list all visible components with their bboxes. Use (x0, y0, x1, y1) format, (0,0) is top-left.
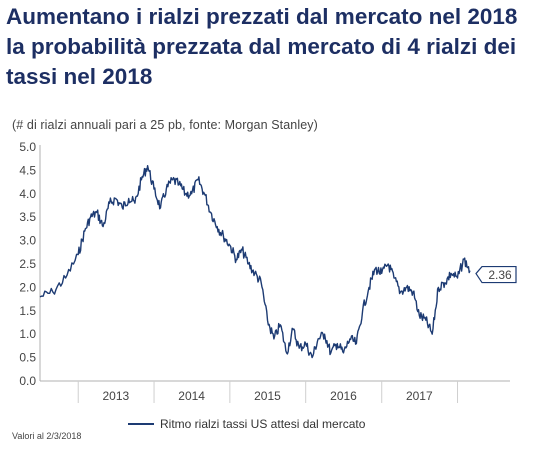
y-tick-label: 1.0 (19, 327, 36, 341)
last-value-callout (475, 265, 517, 284)
y-tick-label: 2.5 (19, 257, 36, 271)
x-tick-label: 2016 (330, 389, 357, 403)
footnote: Valori al 2/3/2018 (12, 431, 82, 441)
x-tick-label: 2014 (178, 389, 205, 403)
y-tick-label: 3.0 (19, 234, 36, 248)
y-tick-label: 3.5 (19, 210, 36, 224)
legend-label: Ritmo rialzi tassi US attesi dal mercato (160, 417, 366, 431)
y-tick-label: 0.5 (19, 351, 36, 365)
chart-subtitle: (# di rialzi annuali pari a 25 pb, fonte… (12, 118, 318, 132)
y-tick-label: 4.5 (19, 163, 36, 177)
y-tick-label: 4.0 (19, 187, 36, 201)
chart-title: Aumentano i rialzi prezzati dal mercato … (6, 4, 518, 89)
y-tick-label: 2.0 (19, 280, 36, 294)
legend: Ritmo rialzi tassi US attesi dal mercato (128, 417, 365, 431)
x-tick-label: 2017 (406, 389, 433, 403)
y-tick-label: 1.5 (19, 304, 36, 318)
last-value-label: 2.36 (488, 268, 512, 282)
x-tick-label: 2015 (254, 389, 281, 403)
series-line (39, 165, 471, 359)
x-tick-label: 2013 (102, 389, 129, 403)
legend-line-swatch (128, 423, 154, 425)
y-tick-label: 5.0 (19, 140, 36, 154)
y-tick-label: 0.0 (19, 374, 36, 388)
